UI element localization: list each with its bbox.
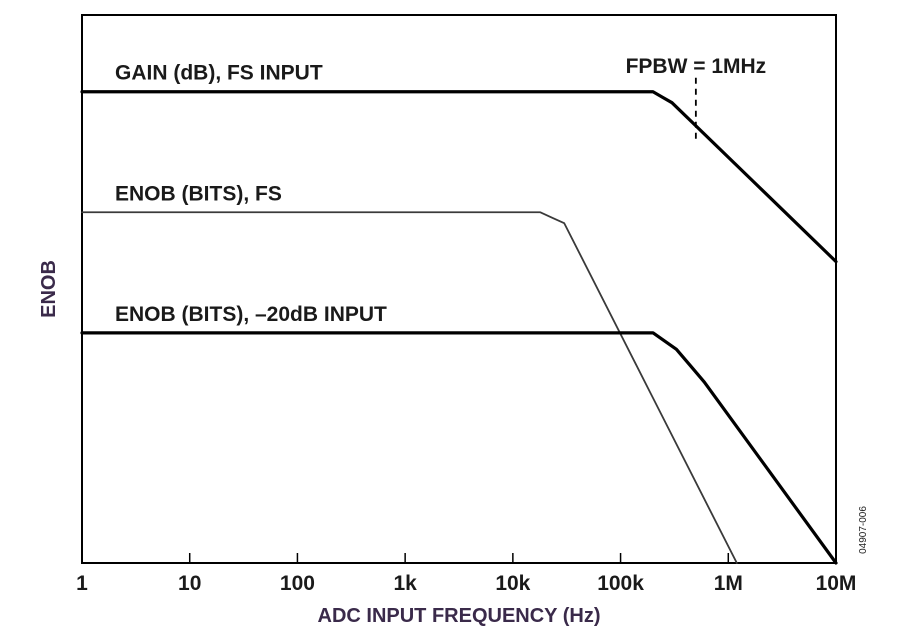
plot-frame <box>81 14 837 564</box>
y-axis-title: ENOB <box>38 260 60 318</box>
x-axis-ticks <box>81 553 837 563</box>
x-tick-label-1m: 1M <box>714 572 743 595</box>
x-tick-label-1: 1 <box>76 572 88 595</box>
x-tick-label-10: 10 <box>178 572 201 595</box>
fpbw-annotation: FPBW = 1MHz <box>626 55 767 78</box>
series-label-enob-bits-fs: ENOB (BITS), FS <box>115 182 282 205</box>
series-label-gain-db-fs-input: GAIN (dB), FS INPUT <box>115 62 323 85</box>
x-tick-label-100k: 100k <box>597 572 644 595</box>
series-label-enob-bits-20db-input: ENOB (BITS), –20dB INPUT <box>115 303 387 326</box>
series-line-enob-bits-20db-input <box>80 331 838 565</box>
x-tick-label-10k: 10k <box>495 572 530 595</box>
series-layer <box>80 90 838 565</box>
label-layer: 1 10 100 1k 10k 100k 1M 10M GAIN (dB), FS INPUT E… <box>76 55 856 595</box>
x-axis-title: ADC INPUT FREQUENCY (Hz) <box>318 605 601 627</box>
x-tick-label-1k: 1k <box>393 572 417 595</box>
series-line-gain-db-fs-input <box>80 90 838 264</box>
x-tick-label-100: 100 <box>280 572 315 595</box>
figure-id: 04907-006 <box>858 506 869 554</box>
series-line-enob-bits-fs <box>81 211 738 564</box>
x-tick-label-10m: 10M <box>816 572 857 595</box>
